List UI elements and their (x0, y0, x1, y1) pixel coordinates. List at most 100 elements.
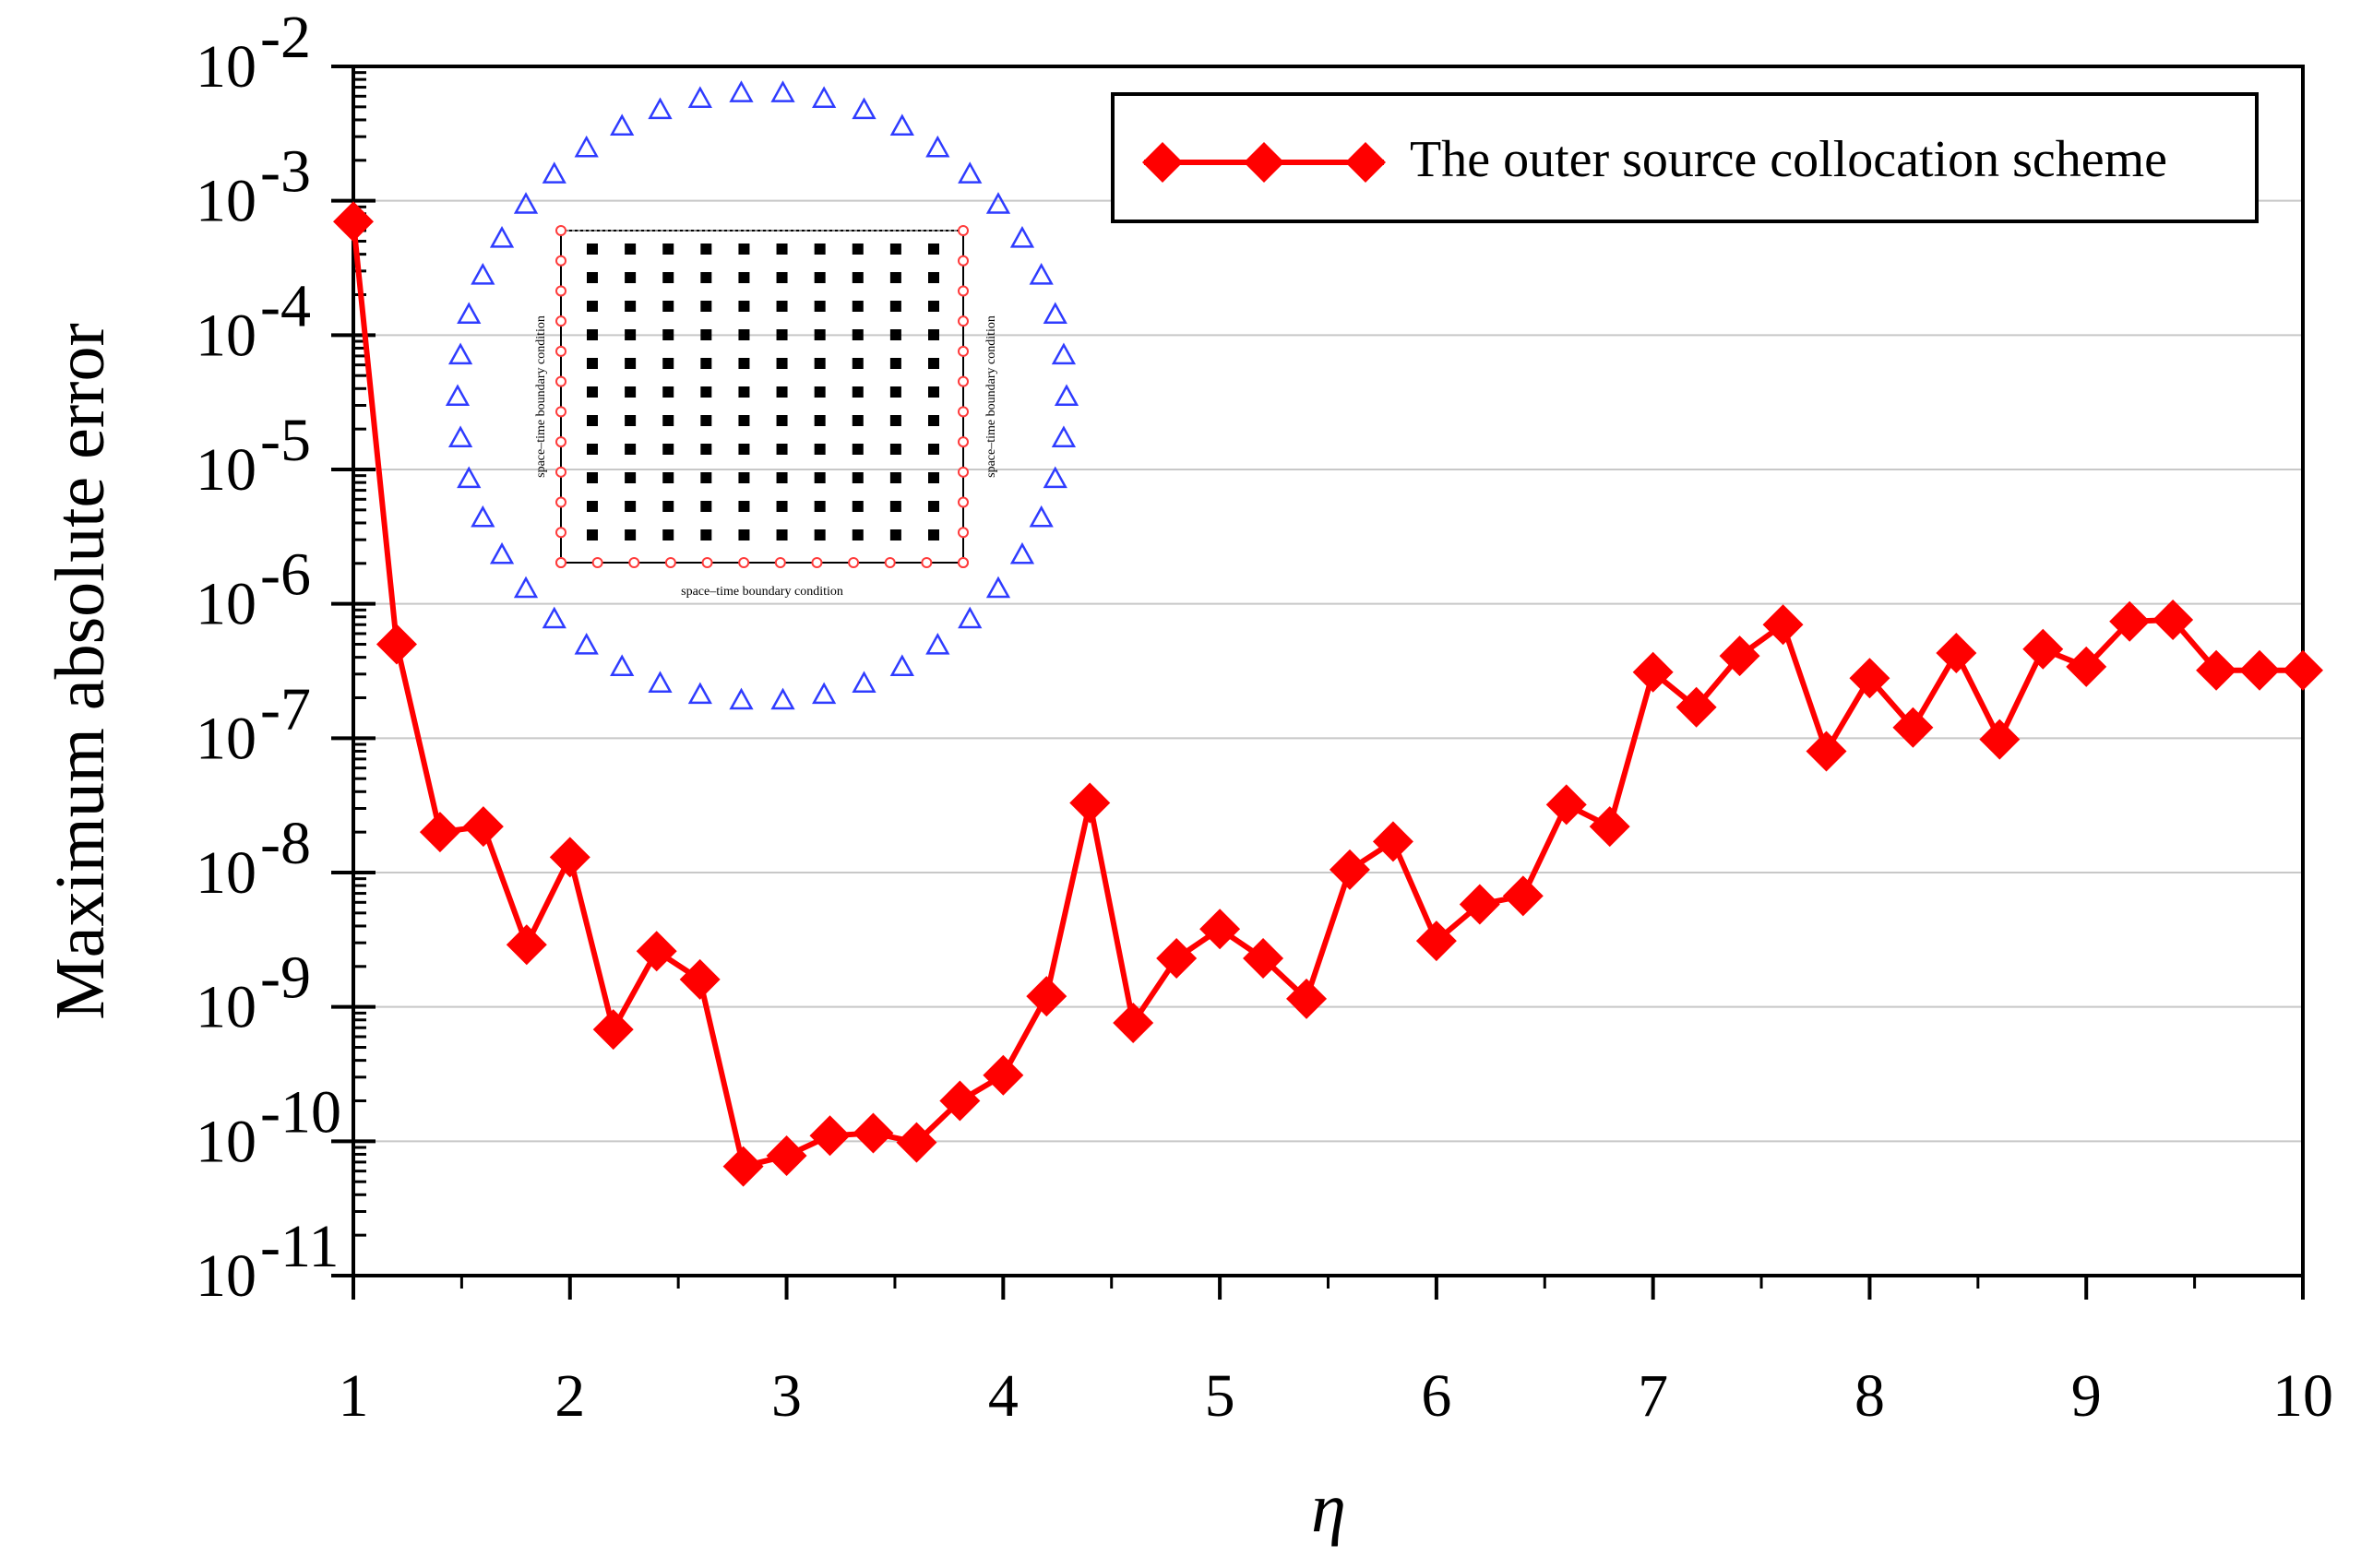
data-point (939, 1080, 981, 1122)
inset-boundary-points (555, 225, 969, 568)
inset-source-point (457, 466, 482, 489)
inset-interior-point (852, 358, 864, 369)
inset-interior-point (625, 501, 637, 512)
inset-interior-point (814, 272, 826, 283)
inset-boundary-point (958, 527, 969, 539)
inset-interior-point (928, 415, 939, 426)
inset-boundary-point (555, 496, 566, 508)
inset-boundary-point (774, 557, 786, 568)
inset-interior-point (814, 444, 826, 455)
inset-interior-point (662, 244, 674, 255)
inset-interior-point (852, 329, 864, 340)
inset-boundary-point (555, 315, 566, 327)
x-axis-ticks: 1 2 3 4 5 6 7 8 9 10 (339, 1276, 2333, 1430)
y-tick-label: 10 (196, 1242, 256, 1310)
inset-source-point (471, 505, 495, 528)
inset-source-point (925, 633, 950, 655)
inset-boundary-point (555, 285, 566, 297)
inset-interior-point (587, 415, 598, 426)
series-markers (333, 201, 2323, 1187)
grid-lines (353, 199, 2303, 1143)
inset-interior-point (776, 415, 788, 426)
inset-interior-point (625, 301, 637, 312)
data-point (506, 924, 547, 966)
inset-interior-point (814, 472, 826, 483)
data-point (983, 1054, 1024, 1096)
y-tick-exponent: -10 (260, 1078, 341, 1146)
inset-boundary-point (884, 557, 896, 568)
inset-source-point (687, 682, 712, 705)
data-point (1372, 821, 1413, 862)
inset-interior-point (852, 386, 864, 398)
inset-interior-point (625, 472, 637, 483)
inset-source-point (812, 86, 837, 108)
inset-interior-points (587, 244, 939, 540)
inset-interior-point (587, 244, 598, 255)
inset-interior-point (814, 244, 826, 255)
y-tick-exponent: -7 (260, 675, 311, 742)
inset-interior-point (889, 244, 901, 255)
inset-source-point (610, 113, 635, 137)
inset-source-point (985, 192, 1011, 214)
inset-interior-point (814, 329, 826, 340)
inset-boundary-point (591, 557, 603, 568)
inset-interior-point (625, 444, 637, 455)
inset-interior-point (928, 244, 939, 255)
inset-source-point (648, 671, 673, 693)
data-point (1156, 937, 1198, 979)
legend-marker (1244, 142, 1284, 183)
inset-interior-point (852, 415, 864, 426)
inset-interior-point (587, 272, 598, 283)
inset-source-point (1029, 262, 1054, 285)
x-tick-label: 1 (339, 1362, 369, 1430)
inset-source-point (489, 541, 515, 564)
y-tick-exponent: -6 (260, 541, 311, 609)
data-point (1199, 909, 1241, 950)
inset-interior-point (928, 386, 939, 398)
data-point (592, 1009, 634, 1051)
inset-interior-point (928, 358, 939, 369)
inset-interior-point (889, 415, 901, 426)
inset-source-point (889, 113, 914, 137)
inset-interior-point (625, 244, 637, 255)
inset-boundary-point (555, 255, 566, 267)
inset-interior-point (662, 415, 674, 426)
inset-interior-point (928, 272, 939, 283)
data-point (1502, 875, 1544, 917)
inset-source-point (513, 192, 539, 214)
inset-source-point (770, 80, 795, 102)
x-tick-label: 2 (554, 1362, 585, 1430)
inset-interior-point (852, 472, 864, 483)
y-axis-ticks: 10-1110-1010-910-810-710-610-510-410-310… (196, 4, 376, 1310)
inset-interior-point (776, 501, 788, 512)
inset-boundary-point (958, 557, 969, 568)
inset-boundary-point (555, 557, 566, 568)
inset-interior-point (852, 444, 864, 455)
data-point (2239, 649, 2281, 691)
inset-interior-point (776, 472, 788, 483)
inset-boundary-point (958, 315, 969, 327)
inset-source-point (770, 687, 795, 710)
legend-swatch (1142, 142, 1386, 183)
x-tick-label: 10 (2272, 1362, 2333, 1430)
inset-interior-point (814, 386, 826, 398)
data-point (1979, 719, 2021, 760)
inset-source-point (889, 654, 914, 677)
inset-source-point (1051, 425, 1077, 447)
inset-interior-point (587, 472, 598, 483)
inset-boundary-point (628, 557, 640, 568)
inset-boundary-point (958, 285, 969, 297)
data-point (1719, 636, 1760, 677)
inset-interior-point (738, 301, 750, 312)
data-point (1675, 686, 1717, 728)
inset-source-point (445, 384, 471, 407)
data-point (1329, 849, 1370, 890)
inset-source-point (447, 342, 473, 365)
inset-interior-point (700, 358, 712, 369)
inset-interior-point (738, 244, 750, 255)
plot-frame (352, 65, 2305, 1277)
inset-interior-point (700, 329, 712, 340)
inset-diagram: space–time boundary condition space–time… (445, 80, 1079, 710)
data-point (1113, 1003, 1154, 1044)
